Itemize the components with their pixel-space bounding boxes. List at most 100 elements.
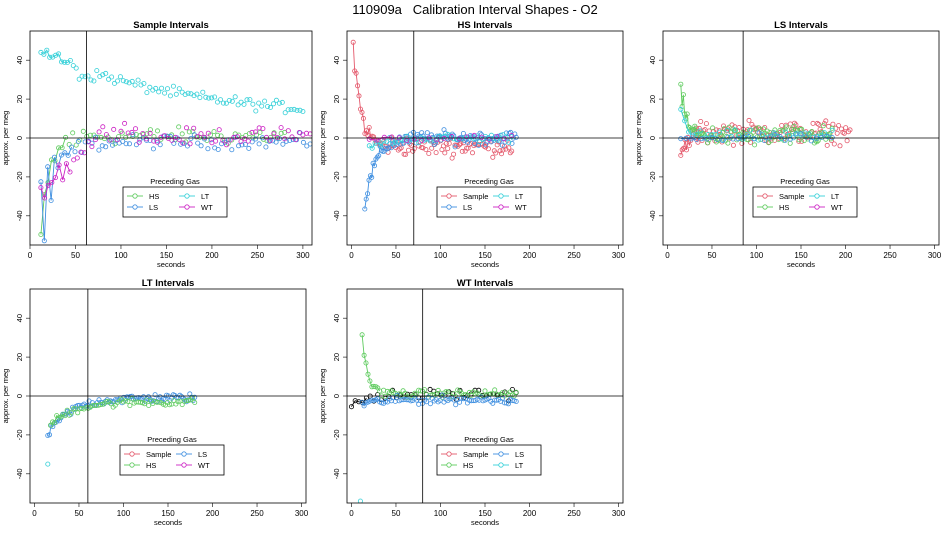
data-point-HS	[56, 145, 62, 151]
data-point-HS	[192, 399, 198, 405]
plot-area	[348, 332, 519, 503]
legend-marker	[762, 204, 768, 210]
data-point-HS	[443, 389, 449, 395]
data-point-WT	[501, 136, 507, 142]
x-tick-label: 0	[349, 509, 354, 518]
data-point-LT	[732, 127, 738, 133]
x-tick-label: 200	[523, 509, 537, 518]
data-point-LS	[256, 141, 262, 147]
data-point-WT	[191, 125, 197, 131]
data-point-LS	[394, 392, 400, 398]
data-point-HS	[45, 179, 51, 185]
data-point-LS	[423, 399, 429, 405]
data-point-LS	[476, 142, 482, 148]
legend-marker	[446, 462, 452, 468]
data-point-LT	[369, 145, 375, 151]
data-point-WT	[449, 133, 455, 139]
data-point-WT	[49, 179, 55, 185]
legend-marker	[762, 193, 768, 199]
data-point-Sample	[701, 128, 707, 134]
y-tick-label: 40	[15, 56, 24, 64]
data-point-LT	[256, 100, 262, 106]
data-point-LT	[378, 143, 384, 149]
data-point-Sample	[779, 123, 785, 129]
data-point-LS	[82, 139, 88, 145]
data-point-LS	[442, 130, 448, 136]
data-point-HS	[764, 128, 770, 134]
data-point-LS	[453, 402, 459, 408]
data-point-LT	[829, 127, 835, 133]
data-point-LS	[498, 132, 504, 138]
y-tick-label: 0	[15, 136, 24, 140]
data-point-LS	[829, 134, 835, 140]
data-point-LT	[241, 101, 247, 107]
data-point-Sample	[831, 141, 837, 147]
data-point-LT	[147, 84, 153, 90]
data-point-Sample	[844, 138, 850, 144]
data-point-LT	[445, 131, 451, 137]
data-point-HS	[753, 126, 759, 132]
data-point-LT	[697, 128, 703, 134]
data-point-HS	[66, 141, 72, 147]
panel-title: WT Intervals	[457, 278, 514, 289]
data-point-LS	[48, 197, 54, 203]
x-tick-label: 0	[28, 251, 33, 260]
data-point-LS	[363, 196, 369, 202]
legend-entry-label: LS	[463, 203, 472, 212]
plot-area	[45, 391, 198, 467]
data-point-LS	[75, 138, 81, 144]
legend-entry-label: LS	[198, 450, 207, 459]
data-point-Sample	[421, 139, 427, 145]
data-point-LT	[59, 59, 65, 65]
data-point-LT	[433, 138, 439, 144]
data-point-WT	[129, 129, 135, 135]
x-axis-label: seconds	[471, 518, 499, 527]
data-point-LS	[366, 177, 372, 183]
y-tick-label: -40	[648, 210, 657, 221]
data-point-WT	[53, 175, 59, 181]
data-point-WT	[285, 128, 291, 134]
data-point-LT	[366, 143, 372, 149]
data-point-LT	[244, 97, 250, 103]
data-point-LT	[276, 100, 282, 106]
data-point-Sample	[485, 146, 491, 152]
data-point-Sample	[451, 151, 457, 157]
legend-box	[122, 186, 228, 218]
y-tick-label: -20	[15, 429, 24, 440]
x-axis-label: seconds	[471, 260, 499, 269]
data-point-LT	[47, 54, 53, 60]
x-tick-label: 250	[883, 251, 897, 260]
data-point-LT	[297, 107, 303, 113]
data-point-Sample	[749, 122, 755, 128]
y-tick-label: 0	[15, 394, 24, 398]
data-point-LS	[93, 134, 99, 140]
data-point-WT	[205, 130, 211, 136]
data-point-LT	[453, 136, 459, 142]
data-point-HS	[71, 406, 77, 412]
data-point-LS	[205, 146, 211, 152]
data-point-LT	[477, 139, 483, 145]
data-point-LT	[488, 132, 494, 138]
data-point-LS	[457, 399, 463, 405]
data-point-LS	[362, 206, 368, 212]
data-point-LS	[273, 139, 279, 145]
data-point-LS	[38, 179, 44, 185]
legend-entry-label: LS	[149, 203, 158, 212]
data-point-LT	[285, 107, 291, 113]
data-point-LT	[85, 73, 91, 79]
data-point-LT	[164, 86, 170, 92]
data-point-WT	[132, 126, 138, 132]
data-point-Sample	[733, 132, 739, 138]
data-point-LT	[94, 68, 100, 74]
data-point-HS	[513, 389, 519, 395]
legend-entry-label: WT	[831, 203, 843, 212]
legend-title: Preceding Gas	[150, 177, 200, 186]
x-tick-label: 250	[567, 509, 581, 518]
data-point-LS	[513, 398, 519, 404]
data-point-HS	[820, 123, 826, 129]
legend-entry-label: Sample	[463, 192, 488, 201]
data-point-WT	[282, 136, 288, 142]
data-point-WT	[74, 155, 80, 161]
